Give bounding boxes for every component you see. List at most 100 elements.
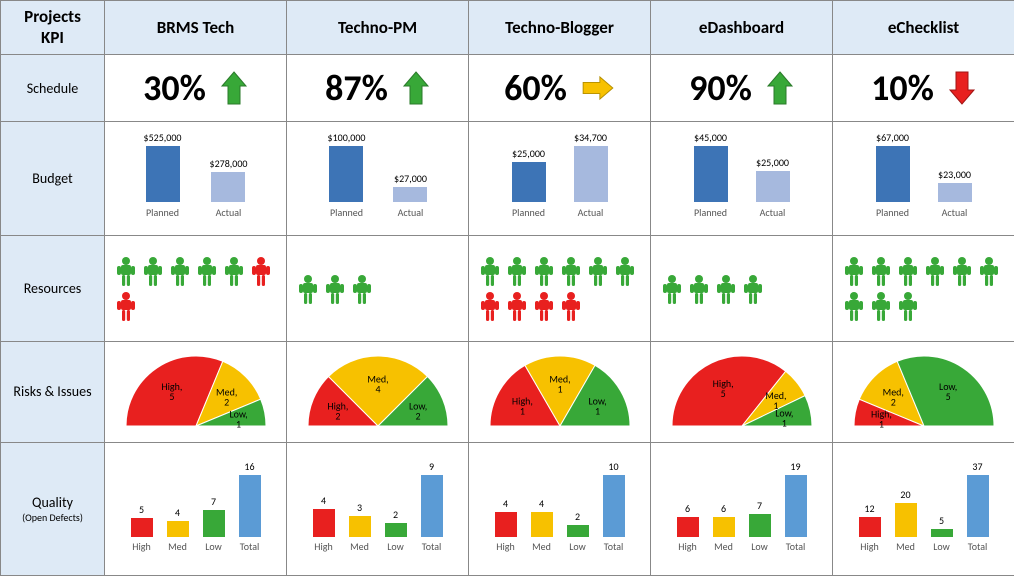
bar-rect: [574, 146, 608, 202]
person-icon: [533, 291, 555, 321]
quality-bar: 3 Med: [349, 501, 371, 553]
quality-cell: 5 High 4 Med 7 Low 16 Total: [105, 443, 287, 576]
person-icon: [924, 256, 946, 286]
person-icon: [587, 256, 609, 286]
risks-cell: High,1Med,1Low,1: [469, 341, 651, 442]
project-label: BRMS Tech: [157, 17, 235, 38]
rowhdr-budget: Budget: [1, 122, 105, 236]
budget-chart: $67,000 Planned $23,000 Actual: [839, 139, 1008, 219]
risks-gauge: High,2Med,4Low,2: [293, 354, 462, 430]
quality-row: Quality (Open Defects) 5 High 4 Med 7 Lo…: [1, 443, 1014, 576]
quality-chart: 5 High 4 Med 7 Low 16 Total: [111, 465, 280, 553]
budget-label: Planned: [694, 206, 727, 219]
arrow-up-icon: [402, 70, 430, 106]
risks-gauge: High,1Med,1Low,1: [475, 354, 644, 430]
person-icon: [533, 256, 555, 286]
budget-bar-actual: $278,000 Actual: [210, 157, 248, 219]
row-label: Risks & Issues: [13, 383, 91, 400]
budget-label: Actual: [216, 206, 242, 219]
schedule-cell: 30%: [105, 54, 287, 122]
budget-label: Planned: [876, 206, 909, 219]
quality-bar: 5 High: [131, 503, 153, 553]
arrow-up-icon: [766, 70, 794, 106]
bar-rect: [938, 183, 972, 202]
budget-cell: $67,000 Planned $23,000 Actual: [833, 122, 1014, 236]
quality-label: Low: [205, 540, 222, 553]
quality-value: 7: [211, 495, 216, 508]
resources-cell: [287, 236, 469, 342]
bar-rect: [211, 172, 245, 202]
row-label: Schedule: [27, 80, 79, 97]
corner-label: ProjectsKPI: [24, 6, 81, 48]
project-header-2: Techno-Blogger: [469, 1, 651, 55]
budget-value: $278,000: [210, 157, 248, 170]
budget-bar-planned: $100,000 Planned: [328, 131, 366, 219]
bar-rect: [967, 475, 989, 537]
row-label: Quality: [32, 494, 73, 511]
person-icon: [169, 256, 191, 286]
project-header-0: BRMS Tech: [105, 1, 287, 55]
person-icon: [196, 256, 218, 286]
person-icon: [843, 256, 865, 286]
bar-rect: [677, 517, 699, 537]
budget-chart: $525,000 Planned $278,000 Actual: [111, 139, 280, 219]
budget-value: $34,700: [574, 131, 607, 144]
quality-label: Med: [532, 540, 551, 553]
quality-label: Low: [387, 540, 404, 553]
budget-value: $45,000: [694, 131, 727, 144]
quality-label: Total: [604, 540, 624, 553]
resources-chart: [657, 272, 826, 306]
gauge-label: High,1: [870, 407, 891, 429]
bar-rect: [694, 146, 728, 202]
resources-cell: [469, 236, 651, 342]
bar-rect: [349, 516, 371, 537]
budget-cell: $45,000 Planned $25,000 Actual: [651, 122, 833, 236]
quality-bar: 20 Med: [895, 488, 917, 553]
budget-label: Actual: [760, 206, 786, 219]
quality-cell: 4 High 4 Med 2 Low 10 Total: [469, 443, 651, 576]
quality-value: 37: [972, 460, 982, 473]
resources-chart: [839, 254, 1008, 323]
schedule-cell: 90%: [651, 54, 833, 122]
rowhdr-resources: Resources: [1, 236, 105, 342]
risks-gauge: High,1Med,2Low,5: [839, 354, 1008, 430]
header-row: ProjectsKPI BRMS Tech Techno-PM Techno-B…: [1, 1, 1014, 55]
budget-value: $100,000: [328, 131, 366, 144]
budget-chart: $100,000 Planned $27,000 Actual: [293, 139, 462, 219]
budget-bar-planned: $67,000 Planned: [876, 131, 910, 219]
bar-rect: [421, 475, 443, 537]
quality-bar: 6 Med: [713, 502, 735, 553]
quality-label: High: [678, 540, 697, 553]
budget-cell: $25,000 Planned $34,700 Actual: [469, 122, 651, 236]
quality-bar: 4 High: [313, 494, 335, 553]
kpi-table: ProjectsKPI BRMS Tech Techno-PM Techno-B…: [0, 0, 1014, 576]
bar-rect: [931, 529, 953, 537]
schedule-pct: 87%: [325, 66, 388, 110]
schedule-pct: 30%: [143, 66, 206, 110]
budget-bar-planned: $525,000 Planned: [144, 131, 182, 219]
person-icon: [115, 256, 137, 286]
bar-rect: [567, 525, 589, 537]
quality-bar: 9 Total: [421, 460, 443, 553]
quality-chart: 4 High 4 Med 2 Low 10 Total: [475, 465, 644, 553]
budget-cell: $100,000 Planned $27,000 Actual: [287, 122, 469, 236]
person-icon: [506, 291, 528, 321]
resources-cell: [651, 236, 833, 342]
row-label: Resources: [24, 280, 82, 297]
bar-rect: [859, 517, 881, 537]
quality-bar: 5 Low: [931, 514, 953, 553]
quality-label: Total: [422, 540, 442, 553]
quality-label: High: [496, 540, 515, 553]
budget-bar-actual: $25,000 Actual: [756, 156, 790, 219]
resources-chart: [293, 272, 462, 306]
resources-row: Resources: [1, 236, 1014, 342]
quality-bar: 37 Total: [967, 460, 989, 553]
quality-label: Med: [168, 540, 187, 553]
quality-value: 4: [321, 494, 326, 507]
person-icon: [897, 291, 919, 321]
budget-value: $23,000: [938, 168, 971, 181]
person-icon: [715, 274, 737, 304]
budget-bar-actual: $27,000 Actual: [393, 172, 427, 219]
quality-bar: 16 Total: [239, 460, 261, 553]
person-icon: [688, 274, 710, 304]
